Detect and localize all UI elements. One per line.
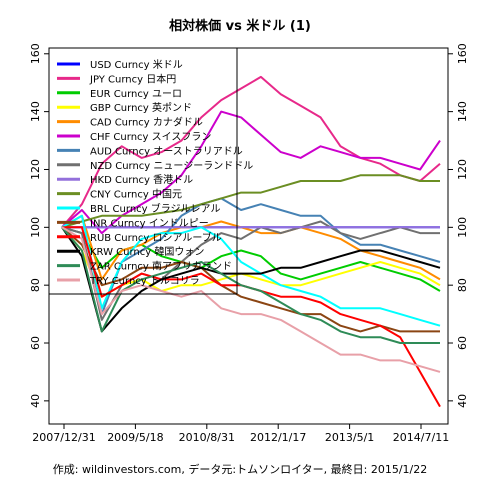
series-line-7 xyxy=(61,197,441,316)
y-axis-left: 40 60 80 100 120 140 160 xyxy=(29,43,49,408)
x-tick-label: 2013/5/1 xyxy=(325,431,374,444)
legend-label: AUD Curncy オーストラリアドル xyxy=(90,145,243,157)
legend-label: GBP Curncy 英ポンド xyxy=(90,101,192,114)
y-tick-label-right: 40 xyxy=(456,394,469,408)
series-line-14 xyxy=(61,226,441,333)
legend-label: USD Curncy 米ドル xyxy=(90,58,183,71)
x-tick-label: 2010/8/31 xyxy=(179,431,235,444)
x-tick-label: 2007/12/31 xyxy=(32,431,95,444)
x-tick-label: 2012/1/17 xyxy=(250,431,306,444)
chart-caption: 作成: wildinvestors.com, データ元:トムソンロイター, 最終… xyxy=(53,462,427,476)
y-tick-label-left: 140 xyxy=(29,101,42,122)
y-tick-label-right: 140 xyxy=(456,101,469,122)
y-tick-label-left: 120 xyxy=(29,159,42,180)
y-tick-label-left: 60 xyxy=(29,336,42,350)
y-tick-label-left: 40 xyxy=(29,394,42,408)
series-line-10 xyxy=(61,174,440,229)
x-tick-label: 2014/7/11 xyxy=(393,431,449,444)
legend-label: KRW Curncy 韓国ウォン xyxy=(90,246,204,258)
y-axis-right: 40 60 80 100 120 140 160 xyxy=(448,43,469,408)
y-tick-label-left: 100 xyxy=(29,217,42,238)
series-line-2 xyxy=(61,75,441,228)
chart-title: 相対株価 vs 米ドル (1) xyxy=(169,18,311,34)
legend-label: EUR Curncy ユーロ xyxy=(90,89,182,100)
y-tick-label-right: 80 xyxy=(456,278,469,292)
x-tick-label: 2009/5/18 xyxy=(107,431,163,444)
y-tick-label-right: 60 xyxy=(456,336,469,350)
legend-label: TRY Curncy トルコリラ xyxy=(89,275,200,287)
legend-label: CAD Curncy カナダドル xyxy=(90,116,203,129)
y-tick-label-left: 160 xyxy=(29,43,42,64)
legend-label: CHF Curncy スイスフラン xyxy=(90,131,211,143)
y-tick-label-right: 120 xyxy=(456,159,469,180)
legend-label: HKD Curncy 香港ドル xyxy=(90,174,193,186)
series-lines xyxy=(61,75,441,408)
series-line-16 xyxy=(61,226,441,373)
legend-label: RUB Curncy ロシアルーブル xyxy=(90,231,222,244)
y-tick-label-right: 160 xyxy=(456,43,469,64)
legend-label: JPY Curncy 日本円 xyxy=(89,72,176,85)
series-line-11 xyxy=(61,214,441,327)
legend-label: CNY Curncy 中国元 xyxy=(90,188,182,201)
legend-label: NZD Curncy ニュージーランドドル xyxy=(90,160,253,172)
legend-box xyxy=(48,47,238,295)
y-tick-label-right: 100 xyxy=(456,217,469,238)
series-line-5 xyxy=(61,214,441,281)
series-line-6 xyxy=(61,110,441,235)
legend-label: INR Curncy インドルピー xyxy=(90,217,209,229)
y-tick-label-left: 80 xyxy=(29,278,42,292)
series-line-12 xyxy=(61,226,440,333)
legend-label: BRL Curncy ブラジルレアル xyxy=(90,202,220,215)
legend-label: ZAR Curncy 南アフリカランド xyxy=(90,260,232,273)
x-axis: 2007/12/31 2009/5/18 2010/8/31 2012/1/17 201… xyxy=(32,424,449,444)
